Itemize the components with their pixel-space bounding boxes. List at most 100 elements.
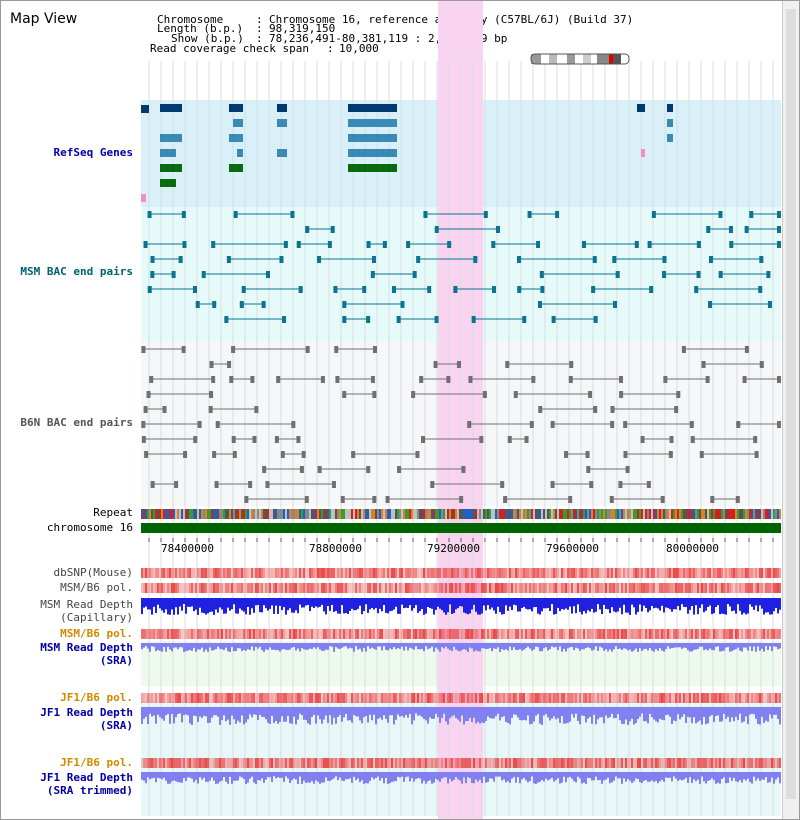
polymorphism-cell — [281, 583, 283, 593]
read-depth-bar — [241, 772, 243, 778]
snp-density-cell — [625, 568, 627, 578]
polymorphism-cell — [579, 758, 581, 768]
polymorphism-cell — [191, 758, 193, 768]
polymorphism-cell — [377, 629, 379, 639]
polymorphism-cell — [167, 583, 169, 593]
vertical-scrollbar[interactable] — [782, 1, 799, 819]
read-depth-bar — [379, 772, 381, 781]
track-label-dbsnp[interactable]: dbSNP(Mouse) — [53, 566, 133, 579]
polymorphism-cell — [681, 629, 683, 639]
snp-density-cell — [547, 568, 549, 578]
snp-density-cell — [483, 568, 485, 578]
track-label-refseq-genes[interactable]: RefSeq Genes — [53, 146, 133, 159]
polymorphism-cell — [661, 693, 663, 703]
scrollbar-thumb[interactable] — [786, 9, 796, 799]
read-depth-bar — [509, 598, 511, 607]
polymorphism-cell — [397, 693, 399, 703]
snp-density-cell — [653, 568, 655, 578]
read-depth-bar — [295, 643, 297, 651]
ideogram-outline — [530, 53, 630, 65]
polymorphism-cell — [383, 758, 385, 768]
read-depth-bar — [649, 772, 651, 782]
snp-density-cell — [251, 568, 253, 578]
polymorphism-cell — [325, 629, 327, 639]
read-depth-bar — [427, 598, 429, 607]
b6n-bac-pair — [430, 481, 435, 488]
polymorphism-cell — [607, 693, 609, 703]
snp-density-cell — [305, 568, 307, 578]
polymorphism-cell — [501, 583, 503, 593]
read-depth-bar — [733, 707, 735, 722]
snp-density-cell — [433, 568, 435, 578]
read-depth-bar — [733, 643, 735, 650]
read-depth-bar — [699, 772, 701, 784]
msm-bac-pair — [649, 286, 654, 293]
b6n-bac-pair — [296, 436, 301, 443]
polymorphism-cell — [589, 583, 591, 593]
track-label-chromosome[interactable]: chromosome 16 — [46, 521, 133, 534]
repeat-segment — [177, 509, 179, 519]
read-depth-bar — [307, 598, 309, 605]
snp-density-cell — [673, 568, 675, 578]
read-depth-bar — [655, 643, 657, 649]
repeat-segment — [151, 509, 153, 519]
repeat-segment — [141, 509, 143, 519]
track-label-msm-b6-pol[interactable]: MSM/B6 pol. — [60, 581, 133, 594]
track-label-jf1-b6-pol[interactable]: JF1/B6 pol. — [60, 691, 133, 704]
polymorphism-cell — [779, 758, 781, 768]
polymorphism-cell — [215, 693, 217, 703]
polymorphism-cell — [669, 629, 671, 639]
track-label-b6n-bac-end-pairs[interactable]: B6N BAC end pairs — [20, 416, 133, 429]
read-depth-bar — [513, 598, 515, 605]
repeat-segment — [249, 509, 251, 519]
polymorphism-cell — [639, 693, 641, 703]
polymorphism-cell — [509, 583, 511, 593]
snp-density-cell — [585, 568, 587, 578]
repeat-segment — [659, 509, 661, 519]
polymorphism-cell — [161, 758, 163, 768]
polymorphism-cell — [279, 629, 281, 639]
polymorphism-cell — [515, 693, 517, 703]
snp-density-cell — [613, 568, 615, 578]
read-depth-bar — [565, 707, 567, 724]
snp-density-cell — [349, 568, 351, 578]
read-depth-bar — [601, 643, 603, 648]
read-depth-bar — [447, 772, 449, 784]
track-label-jf1-read-depth-trimmed[interactable]: JF1 Read Depth — [40, 771, 133, 784]
track-label-msm-sra-subtitle: (SRA) — [99, 654, 133, 667]
track-label-jf1-b6-pol-2[interactable]: JF1/B6 pol. — [60, 756, 133, 769]
track-label-msm-b6-pol-sra[interactable]: MSM/B6 pol. — [60, 627, 133, 640]
polymorphism-cell — [375, 583, 377, 593]
polymorphism-cell — [331, 693, 333, 703]
polymorphism-cell — [503, 629, 505, 639]
gene-feature — [229, 164, 243, 172]
read-depth-bar — [307, 643, 309, 650]
read-depth-bar — [209, 772, 211, 781]
polymorphism-cell — [551, 629, 553, 639]
snp-density-cell — [597, 568, 599, 578]
track-label-msm-read-depth-capillary[interactable]: MSM Read Depth — [40, 598, 133, 611]
track-label-msm-bac-end-pairs[interactable]: MSM BAC end pairs — [20, 265, 133, 278]
track-label-jf1-read-depth-sra[interactable]: JF1 Read Depth — [40, 706, 133, 719]
polymorphism-cell — [239, 583, 241, 593]
polymorphism-cell — [631, 758, 633, 768]
track-label-repeat[interactable]: Repeat — [93, 506, 133, 519]
ideogram-band — [557, 54, 567, 64]
snp-density-cell — [667, 568, 669, 578]
repeat-segment — [485, 509, 487, 519]
read-depth-bar — [185, 772, 187, 782]
read-depth-bar — [353, 643, 355, 652]
read-depth-bar — [581, 598, 583, 615]
polymorphism-cell — [613, 583, 615, 593]
polymorphism-cell — [481, 693, 483, 703]
read-depth-bar — [579, 598, 581, 612]
polymorphism-cell — [673, 629, 675, 639]
snp-density-cell — [523, 568, 525, 578]
read-depth-bar — [177, 772, 179, 783]
read-depth-bar — [155, 707, 157, 724]
polymorphism-cell — [555, 583, 557, 593]
repeat-segment — [639, 509, 641, 519]
track-label-msm-read-depth-sra[interactable]: MSM Read Depth — [40, 641, 133, 654]
read-depth-bar — [337, 643, 339, 649]
